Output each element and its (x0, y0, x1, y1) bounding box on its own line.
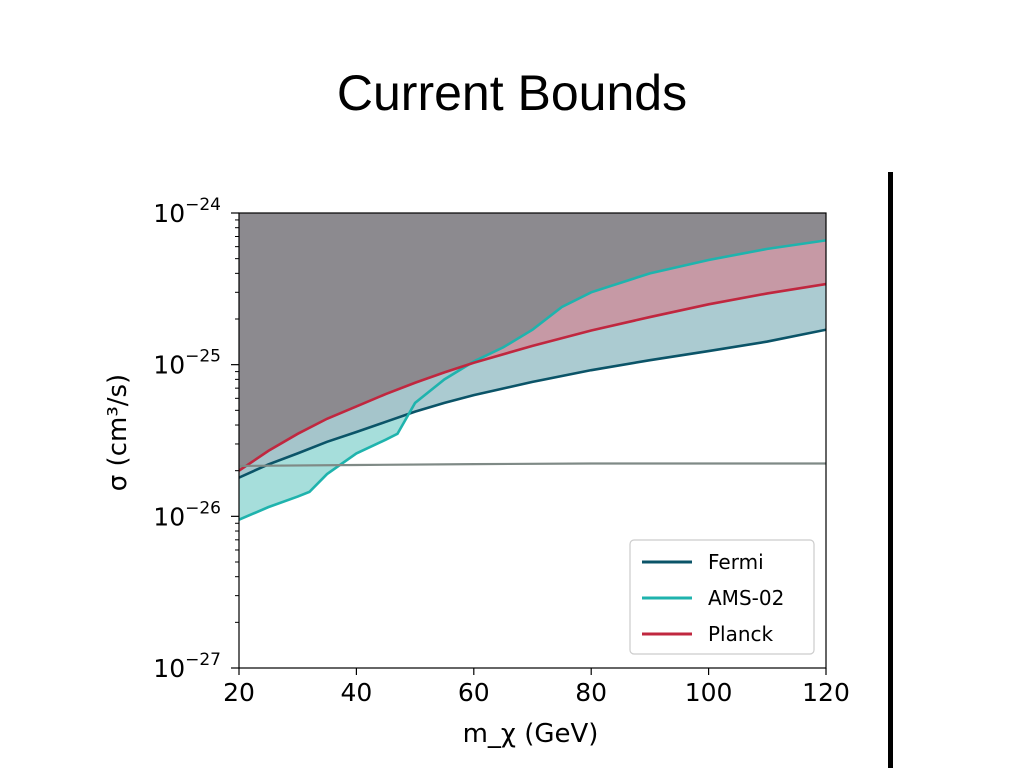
series-line-fermi (239, 328, 826, 479)
band-planck-ams (239, 240, 826, 471)
series-line-reference (239, 462, 826, 468)
vertical-divider-bar (888, 172, 893, 768)
y-axis-label: σ (cm³/s) (103, 374, 133, 491)
legend-label-fermi: Fermi (708, 550, 764, 574)
plot-frame (238, 212, 827, 669)
x-tick-label: 120 (802, 678, 850, 707)
y-tick-label: 10−25 (153, 347, 221, 380)
legend-label-ams-02: AMS-02 (708, 586, 784, 610)
x-tick-label: 80 (575, 678, 607, 707)
y-tick-label: 10−26 (153, 498, 221, 531)
y-tick-label: 10−24 (153, 195, 221, 228)
x-tick-label: 60 (458, 678, 490, 707)
legend-box (629, 539, 815, 655)
x-axis-label: m_χ (GeV) (463, 719, 599, 749)
x-tick-label: 20 (223, 678, 255, 707)
series-line-planck (239, 282, 826, 472)
x-tick-label: 40 (340, 678, 372, 707)
x-tick-label: 100 (685, 678, 733, 707)
slide-title: Current Bounds (336, 65, 688, 121)
series-line-ams-02 (239, 239, 826, 521)
legend-label-planck: Planck (708, 622, 774, 646)
y-tick-label: 10−27 (153, 650, 221, 683)
